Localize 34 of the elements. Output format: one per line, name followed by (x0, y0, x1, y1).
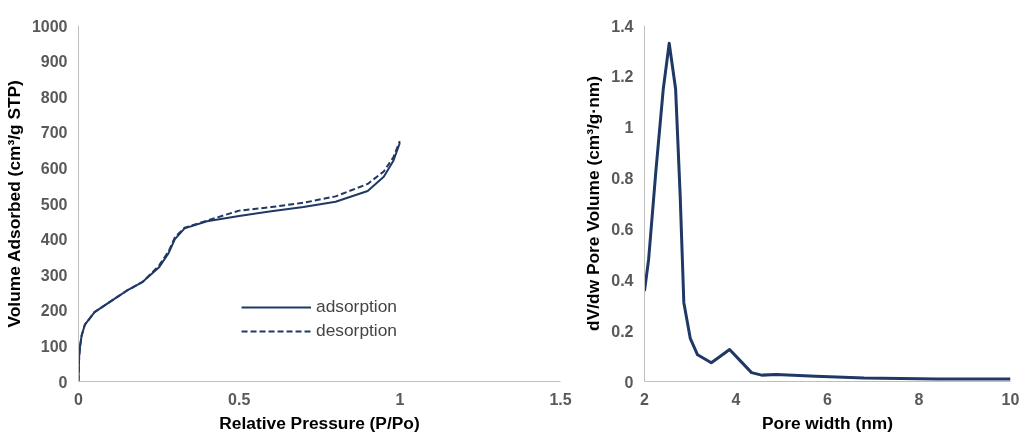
y-axis-title: dV/dw Pore Volume (cm³/g·nm) (583, 76, 604, 331)
y-axis-title: Volume Adsorbed (cm³/g STP) (3, 80, 24, 328)
y-tick-label: 800 (40, 88, 68, 106)
y-tick-label: 0.6 (611, 220, 634, 238)
y-tick-label: 0.2 (611, 322, 634, 340)
x-tick-label: 0.5 (228, 390, 251, 408)
legend-label: desorption (316, 320, 397, 341)
x-tick-label: 0 (74, 390, 84, 408)
y-tick-label: 0.4 (611, 271, 634, 289)
y-tick-label: 600 (40, 159, 68, 177)
y-tick-label: 100 (40, 337, 68, 355)
x-tick-label: 2 (640, 390, 650, 408)
x-tick-label: 1 (395, 390, 405, 408)
y-tick-label: 300 (40, 266, 68, 284)
legend-label: adsorption (316, 296, 397, 317)
x-tick-label: 8 (914, 390, 924, 408)
x-axis-title: Relative Pressure (P/Po) (219, 412, 420, 433)
y-tick-label: 700 (40, 124, 68, 142)
y-tick-label: 1.2 (611, 68, 634, 86)
x-tick-label: 6 (823, 390, 833, 408)
y-tick-label: 0 (624, 373, 634, 391)
y-tick-label: 0.8 (611, 170, 634, 188)
y-tick-label: 500 (40, 195, 68, 213)
x-axis-title: Pore width (nm) (762, 412, 893, 433)
x-tick-label: 10 (1001, 390, 1020, 408)
y-tick-label: 1 (624, 119, 634, 137)
y-tick-label: 1.4 (611, 17, 634, 35)
y-tick-label: 400 (40, 231, 68, 249)
y-tick-label: 900 (40, 53, 68, 71)
y-tick-label: 0 (58, 373, 68, 391)
x-tick-label: 1.5 (549, 390, 572, 408)
x-tick-label: 4 (731, 390, 741, 408)
y-tick-label: 1000 (31, 17, 68, 35)
y-tick-label: 200 (40, 302, 68, 320)
